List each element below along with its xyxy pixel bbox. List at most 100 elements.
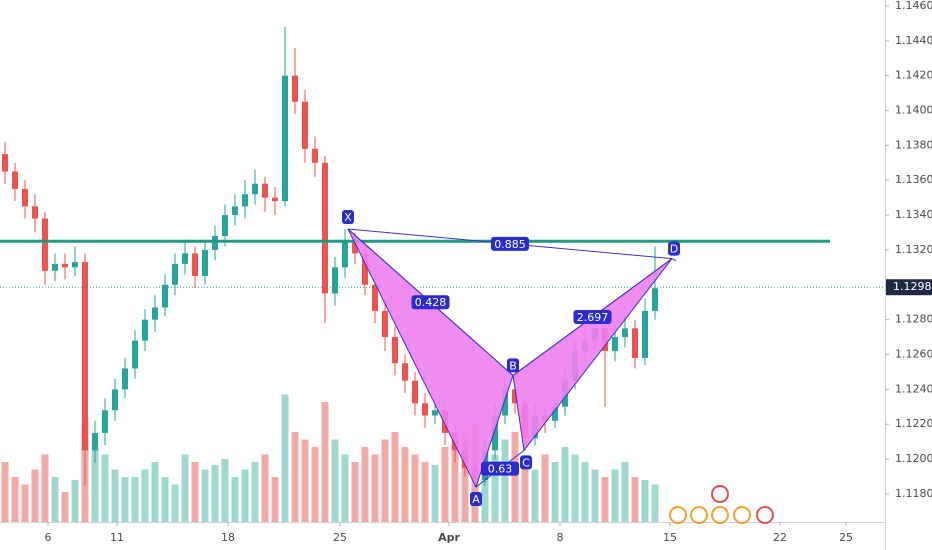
candle-body: [652, 288, 658, 311]
y-tick-label: 1.13800: [895, 138, 932, 151]
candle-body: [262, 183, 268, 198]
volume-bar: [451, 439, 459, 522]
pattern-point-label: C: [522, 456, 530, 469]
candle-body: [622, 328, 628, 338]
candle-body: [552, 406, 558, 421]
candle-body: [292, 75, 298, 102]
volume-bar: [381, 439, 389, 522]
volume-bar: [231, 477, 239, 522]
volume-bar: [411, 454, 419, 522]
volume-bar: [291, 432, 299, 522]
x-tick-label: 18: [221, 531, 235, 544]
x-tick-label: 8: [557, 531, 564, 544]
pattern-ratio: 2.697: [577, 311, 609, 324]
candle-body: [342, 241, 348, 268]
volume-bar: [611, 469, 619, 522]
volume-bar: [331, 439, 339, 522]
candle-body: [92, 432, 98, 451]
volume-bar: [241, 469, 249, 522]
y-tick-label: 1.14000: [895, 104, 932, 117]
y-tick-label: 1.13400: [895, 208, 932, 221]
volume-bar: [511, 432, 519, 522]
candle-body: [32, 206, 38, 219]
x-tick-label: 11: [110, 531, 124, 544]
volume-bar: [371, 454, 379, 522]
volume-bar: [181, 454, 189, 522]
volume-bar: [221, 459, 229, 522]
candle-body: [432, 410, 438, 416]
y-tick-label: 1.12400: [895, 382, 932, 395]
y-tick-label: 1.14200: [895, 69, 932, 82]
candle-body: [132, 340, 138, 369]
volume-bar: [401, 447, 409, 522]
candle-body: [642, 310, 648, 358]
indicator-icons: [669, 485, 774, 524]
volume-bar: [441, 447, 449, 522]
y-tick-label: 1.12600: [895, 348, 932, 361]
candle-body: [282, 75, 288, 202]
volume-bar: [421, 462, 429, 522]
candle-body: [422, 403, 428, 416]
candle-body: [242, 194, 248, 207]
candle-body: [382, 310, 388, 338]
y-tick-label: 1.11800: [895, 487, 932, 500]
candle-body: [222, 215, 228, 236]
volume-bar: [491, 454, 499, 522]
pattern-ratio: 0.885: [494, 238, 526, 251]
candle-body: [152, 307, 158, 320]
y-tick-label: 1.12800: [895, 313, 932, 326]
pattern-point-label-box: [668, 241, 680, 256]
volume-bar: [121, 477, 129, 522]
candle-body: [232, 206, 238, 216]
candle-body: [202, 249, 208, 277]
volume-bar: [201, 469, 209, 522]
volume-bar: [581, 462, 589, 522]
volume-bar: [591, 469, 599, 522]
candle-body: [62, 263, 68, 268]
x-tick-label: 6: [45, 531, 52, 544]
volume-bar: [631, 477, 639, 522]
volume-bar: [271, 477, 279, 522]
candle-body: [492, 415, 498, 451]
volume-bar: [31, 469, 39, 522]
candle-body: [192, 253, 198, 277]
volume-bar: [11, 477, 19, 522]
volume-bar: [301, 439, 309, 522]
volume-bar: [211, 465, 219, 522]
volume-bar: [311, 447, 319, 522]
candle-body: [372, 284, 378, 311]
pattern-point-label-box: [470, 491, 482, 506]
x-tick-label: 15: [663, 531, 677, 544]
volume-bar: [601, 477, 609, 522]
volume-bar: [21, 484, 29, 522]
x-tick-label: 25: [839, 531, 853, 544]
pattern-ratio-box: [491, 236, 529, 251]
pattern-point-label-box: [507, 358, 519, 373]
volume-bar: [71, 480, 79, 522]
candle-body: [12, 171, 18, 189]
pattern-point-label: B: [509, 359, 517, 372]
candle-body: [512, 389, 518, 404]
y-tick-label: 1.13600: [895, 173, 932, 186]
x-tick-label: 22: [773, 531, 787, 544]
pattern-point-label: X: [344, 211, 352, 224]
candle-body: [82, 262, 88, 451]
volume-bar: [651, 484, 659, 522]
volume-bar: [431, 465, 439, 522]
x-tick-label: 25: [333, 531, 347, 544]
volume-bar: [641, 480, 649, 522]
x-tick-label: Apr: [438, 531, 460, 544]
volume-bar: [361, 447, 369, 522]
candle-body: [392, 337, 398, 364]
volume-bar: [561, 447, 569, 522]
y-tick-label: 1.14400: [895, 34, 932, 47]
volume-bar: [41, 454, 49, 522]
volume-bar: [551, 462, 559, 522]
candle-body: [112, 389, 118, 411]
pattern-line: [671, 258, 677, 262]
pattern-ratio: 0.428: [415, 296, 447, 309]
volume-bar: [151, 462, 159, 522]
candle-body: [212, 235, 218, 250]
candle-body: [142, 319, 148, 341]
